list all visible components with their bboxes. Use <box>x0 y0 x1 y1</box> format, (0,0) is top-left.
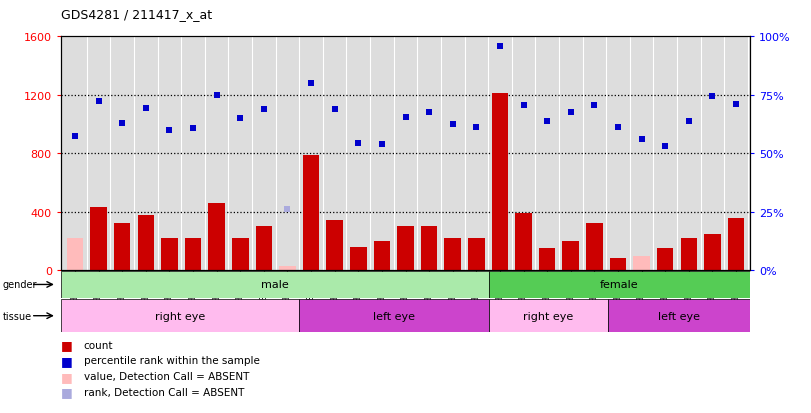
Bar <box>326 221 343 271</box>
Text: left eye: left eye <box>658 311 700 321</box>
Bar <box>539 249 556 271</box>
Bar <box>489 299 607 332</box>
Text: tissue: tissue <box>2 311 32 321</box>
Bar <box>67 238 84 271</box>
Bar <box>610 259 626 271</box>
Bar <box>350 247 367 271</box>
Bar <box>704 234 721 271</box>
Bar <box>208 204 225 271</box>
Bar <box>586 224 603 271</box>
Text: ■: ■ <box>61 370 72 383</box>
Bar <box>138 215 154 271</box>
Text: male: male <box>261 280 289 290</box>
Bar <box>303 155 320 271</box>
Text: ■: ■ <box>61 354 72 367</box>
Bar <box>727 218 744 271</box>
Bar <box>421 227 437 271</box>
Text: right eye: right eye <box>155 311 205 321</box>
Text: rank, Detection Call = ABSENT: rank, Detection Call = ABSENT <box>84 387 244 397</box>
Bar <box>374 241 390 271</box>
Bar <box>185 238 201 271</box>
Bar <box>680 238 697 271</box>
Text: count: count <box>84 340 113 350</box>
Bar <box>114 224 131 271</box>
Text: female: female <box>600 280 639 290</box>
Bar <box>657 249 673 271</box>
Bar <box>61 271 489 298</box>
Bar <box>161 238 178 271</box>
Bar <box>633 256 650 271</box>
Bar <box>61 299 298 332</box>
Bar <box>232 238 248 271</box>
Bar <box>279 266 296 271</box>
Bar <box>444 238 461 271</box>
Bar <box>515 214 532 271</box>
Bar <box>563 241 579 271</box>
Text: gender: gender <box>2 280 37 290</box>
Bar <box>397 227 414 271</box>
Text: percentile rank within the sample: percentile rank within the sample <box>84 356 260 366</box>
Text: ■: ■ <box>61 385 72 399</box>
Text: left eye: left eye <box>372 311 414 321</box>
Bar <box>298 299 489 332</box>
Bar <box>491 94 508 271</box>
Text: ■: ■ <box>61 338 72 351</box>
Bar <box>255 227 272 271</box>
Bar <box>90 208 107 271</box>
Text: right eye: right eye <box>523 311 573 321</box>
Bar <box>468 238 485 271</box>
Text: GDS4281 / 211417_x_at: GDS4281 / 211417_x_at <box>61 8 212 21</box>
Text: value, Detection Call = ABSENT: value, Detection Call = ABSENT <box>84 371 249 381</box>
Bar <box>489 271 750 298</box>
Bar <box>607 299 750 332</box>
